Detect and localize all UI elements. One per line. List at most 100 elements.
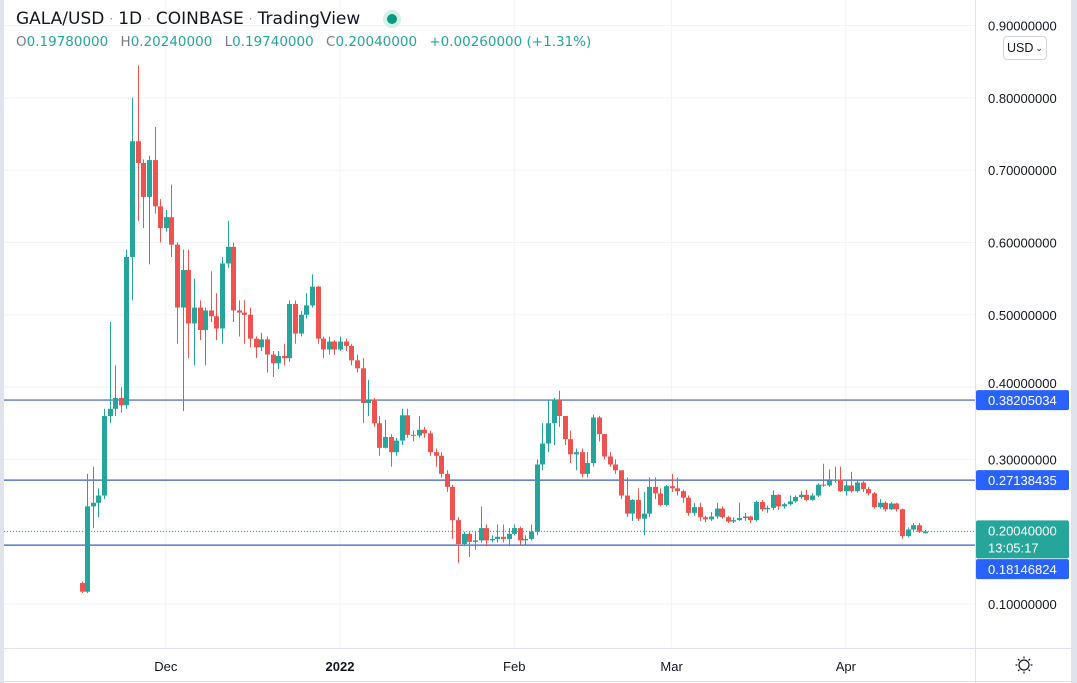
- y-tick-label: 0.90000000: [988, 19, 1057, 34]
- candle-body: [91, 502, 96, 507]
- candle: [889, 502, 894, 511]
- candle-body: [383, 436, 388, 448]
- market-status-icon[interactable]: [387, 14, 398, 24]
- candle-body: [130, 141, 135, 257]
- candle: [136, 65, 141, 221]
- candle-body: [299, 314, 304, 334]
- candle-body: [153, 160, 158, 207]
- candle-body: [838, 479, 843, 492]
- price-label-box: [976, 470, 1069, 491]
- candle-body: [816, 484, 821, 496]
- candle-body: [462, 533, 467, 544]
- chevron-down-icon: ⌄: [1035, 42, 1043, 53]
- candle-body: [535, 464, 540, 532]
- candle-body: [484, 528, 489, 541]
- currency-button[interactable]: USD ⌄: [1003, 36, 1047, 60]
- candle: [754, 500, 759, 522]
- candle-body: [80, 583, 85, 592]
- candle-body: [552, 399, 557, 424]
- candle: [467, 531, 472, 558]
- candle-body: [855, 482, 860, 492]
- candle-body: [568, 439, 573, 455]
- candle-body: [192, 307, 197, 324]
- candle-body: [293, 303, 298, 334]
- candle-body: [411, 434, 416, 436]
- candle: [821, 463, 826, 487]
- candle-body: [400, 415, 405, 441]
- candle: [147, 155, 152, 265]
- candles: [80, 65, 928, 594]
- candle: [771, 490, 776, 511]
- candle-body: [889, 503, 894, 510]
- candle: [765, 505, 770, 513]
- candle: [102, 408, 107, 500]
- candle-body: [377, 423, 382, 448]
- candle-body: [450, 486, 455, 521]
- horizontal-lines[interactable]: [4, 399, 975, 546]
- candle-body: [883, 502, 888, 510]
- candle-body: [585, 463, 590, 474]
- candle: [540, 423, 545, 471]
- candle: [310, 274, 315, 308]
- candle: [602, 434, 607, 460]
- candle: [198, 300, 203, 341]
- candle: [96, 488, 101, 518]
- high-label: H: [120, 34, 131, 50]
- candle-body: [821, 484, 826, 486]
- price-label: 0.18146824: [988, 562, 1057, 577]
- symbol-title[interactable]: GALA/USD · 1D · COINBASE · TradingView: [16, 9, 591, 29]
- candle-body: [164, 217, 169, 229]
- candle-body: [743, 516, 748, 518]
- candle-body: [501, 536, 506, 539]
- candle-body: [108, 408, 113, 417]
- candle: [625, 477, 630, 518]
- candle-body: [96, 495, 101, 503]
- candle-body: [220, 263, 225, 329]
- candle-body: [692, 507, 697, 513]
- candle-body: [625, 495, 630, 514]
- candle-body: [147, 160, 152, 197]
- candle: [523, 535, 528, 545]
- candle: [265, 336, 270, 373]
- candle: [664, 484, 669, 507]
- candle-body: [866, 489, 871, 494]
- candle: [726, 515, 731, 524]
- y-tick-label: 0.80000000: [988, 91, 1057, 106]
- candle: [923, 529, 928, 534]
- candle: [349, 343, 354, 366]
- candle-body: [181, 269, 186, 308]
- x-tick-label: Feb: [503, 659, 525, 674]
- candle-body: [372, 399, 377, 424]
- candle: [495, 524, 500, 543]
- y-tick-label: 0.60000000: [988, 236, 1057, 251]
- candle: [585, 452, 590, 478]
- candle: [670, 473, 675, 492]
- candle-body: [737, 517, 742, 521]
- candle-body: [602, 434, 607, 457]
- sun-icon-ray: [1017, 658, 1020, 661]
- sun-icon-ray: [1017, 669, 1020, 672]
- candle-body: [254, 338, 259, 348]
- candle: [917, 523, 922, 534]
- candle-body: [563, 416, 568, 440]
- candle-body: [709, 516, 714, 520]
- candle: [175, 242, 180, 344]
- open-label: O: [16, 34, 27, 50]
- candle: [248, 307, 253, 348]
- candle-body: [310, 286, 315, 306]
- candle: [276, 350, 281, 370]
- candle-body: [911, 525, 916, 530]
- candle: [906, 527, 911, 538]
- candle-body: [810, 495, 815, 500]
- candle-body: [861, 482, 866, 490]
- price-label: 0.38205034: [988, 393, 1057, 408]
- candle-body: [518, 528, 523, 541]
- sun-icon[interactable]: [1015, 656, 1033, 674]
- ohlc-values: O0.19780000 H0.20240000 L0.19740000 C0.2…: [16, 34, 591, 50]
- candle-body: [231, 246, 236, 311]
- candle: [321, 336, 326, 359]
- candle-body: [158, 206, 163, 229]
- candle-body: [467, 533, 472, 542]
- candle-body: [557, 399, 562, 417]
